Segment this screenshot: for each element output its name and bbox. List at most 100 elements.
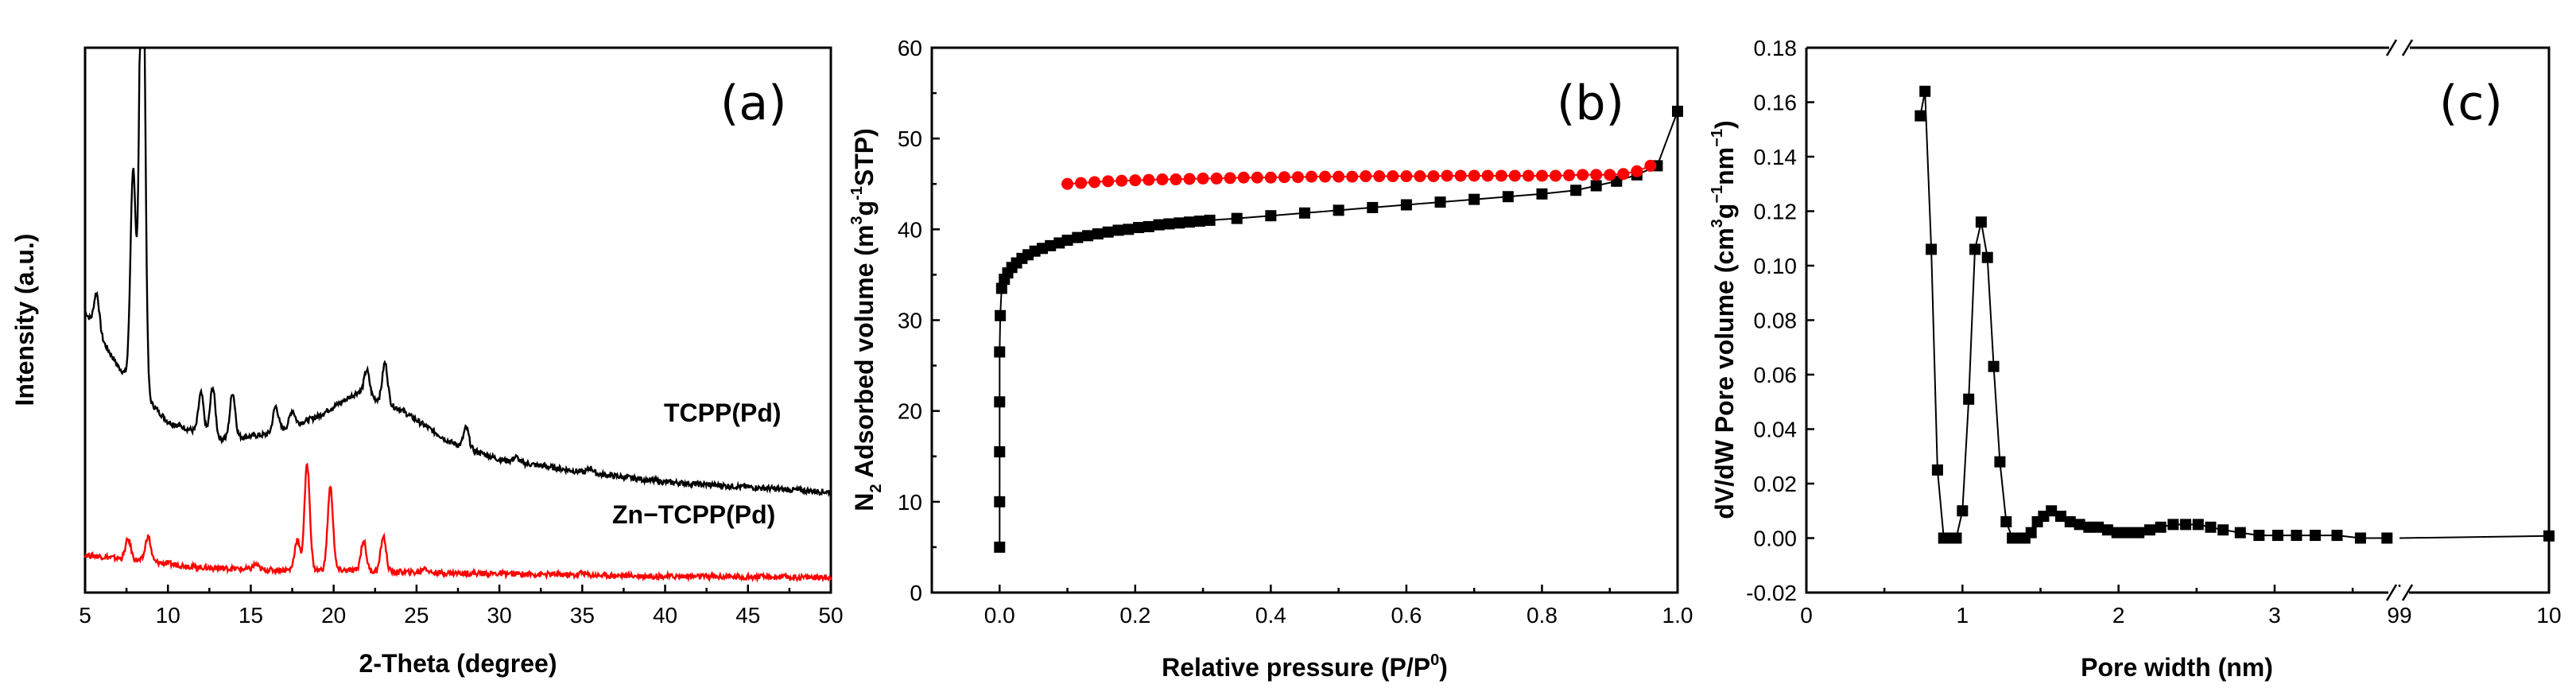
pore-point	[1988, 360, 2000, 372]
isotherm-point-adsorption	[1112, 224, 1124, 236]
panel-a-x-ticks: 5 10 15 20 25 30 35 40 45 50	[79, 585, 844, 628]
pore-point	[2122, 527, 2134, 538]
isotherm-point-adsorption	[1193, 216, 1205, 227]
isotherm-point-adsorption	[1333, 204, 1344, 216]
isotherm-point-desorption	[1210, 172, 1223, 185]
panel-c-ticks: 0 1 2 3 99 10 -0.02 0.00 0.02 0.04 0.06 0.08 0.10 0.1…	[1746, 36, 2561, 628]
isotherm-point-adsorption	[994, 446, 1006, 458]
panel-b-ylabel-sub: 2	[867, 484, 885, 493]
pore-point	[2234, 527, 2246, 538]
isotherm-line-desorption	[1067, 165, 1651, 185]
isotherm-point-desorption	[1061, 177, 1074, 190]
pore-point	[2000, 515, 2012, 527]
panel-c-x-tick-label: 0	[1800, 603, 1813, 628]
pore-point	[2167, 519, 2179, 531]
pore-point	[1950, 532, 1962, 544]
panel-b-xlabel-sup: 0	[1430, 651, 1439, 669]
isotherm-point-adsorption	[1153, 219, 1165, 231]
panel-c-x-tick-label-right: 99	[2387, 603, 2411, 628]
isotherm-point-adsorption	[1468, 193, 1480, 205]
isotherm-point-adsorption	[1092, 228, 1104, 240]
panel-c-ylabel-main: dV/dW Pore volume (cm	[1710, 227, 1739, 519]
pore-point-right	[2543, 530, 2555, 542]
isotherm-point-desorption	[1577, 169, 1589, 181]
isotherm-point-adsorption	[1231, 212, 1243, 224]
panel-b-x-tick-label: 0.8	[1527, 603, 1558, 628]
isotherm-point-desorption	[1170, 173, 1182, 186]
panel-c-frame	[1805, 46, 2551, 594]
isotherm-point-desorption	[1387, 170, 1399, 183]
series-label-zn-tcpp-pd: Zn−TCPP(Pd)	[612, 500, 775, 529]
isotherm-point-desorption	[1319, 170, 1332, 183]
isotherm-point-desorption	[1237, 171, 1250, 184]
isotherm-point-adsorption	[1072, 231, 1084, 243]
pore-point	[1957, 505, 1969, 517]
panel-c-x-tick-label: 2	[2112, 603, 2125, 628]
isotherm-point-desorption	[1563, 169, 1576, 181]
isotherm-point-adsorption	[994, 496, 1006, 507]
panel-b-x-tick-label: 1.0	[1662, 603, 1693, 628]
pore-line	[1919, 91, 2388, 539]
panel-a-x-tick-label: 40	[653, 603, 677, 628]
isotherm-point-desorption	[1143, 173, 1155, 186]
isotherm-point-desorption	[1115, 174, 1128, 187]
isotherm-point-adsorption	[1536, 188, 1548, 200]
panel-c-y-tick-label: 0.02	[1754, 472, 1798, 496]
isotherm-point-desorption	[1333, 170, 1345, 183]
isotherm-point-adsorption	[995, 282, 1007, 294]
axis-break-mark-bottom-1	[2385, 584, 2398, 601]
isotherm-point-desorption	[1427, 170, 1440, 183]
panel-c-ylabel-sup3: −1	[1709, 129, 1726, 147]
isotherm-point-desorption	[1183, 173, 1196, 185]
isotherm-point-desorption	[1278, 171, 1290, 184]
panel-b-ylabel-mid: Adsorbed volume (m	[850, 225, 879, 484]
panel-a-x-tick-label: 30	[487, 603, 512, 628]
panel-c-x-axis-label: Pore width (nm)	[2081, 653, 2273, 682]
pore-point	[2354, 532, 2366, 544]
panel-c-ylabel-sup2: −1	[1709, 185, 1726, 204]
isotherm-point-adsorption	[1590, 180, 1602, 192]
panel-a-x-tick-label: 20	[321, 603, 346, 628]
isotherm-point-desorption	[1346, 170, 1359, 183]
pore-point	[1919, 85, 1931, 97]
isotherm-point-adsorption	[1570, 185, 1582, 196]
pore-point	[2309, 530, 2321, 542]
pore-point	[1969, 243, 1981, 255]
panel-b-xlabel-main: Relative pressure (P/P	[1162, 653, 1430, 682]
isotherm-point-desorption	[1631, 165, 1643, 177]
isotherm-point-desorption	[1156, 173, 1169, 186]
panel-b-ylabel-n: N	[850, 493, 879, 511]
pore-point	[2271, 530, 2283, 542]
isotherm-point-adsorption	[994, 346, 1006, 358]
isotherm-point-adsorption	[995, 309, 1007, 321]
panel-a-x-axis-label: 2-Theta (degree)	[359, 649, 557, 678]
panel-c-ylabel-sup1: 3	[1709, 219, 1726, 227]
isotherm-point-adsorption	[1184, 216, 1196, 228]
isotherm-point-desorption	[1129, 174, 1142, 187]
isotherm-point-desorption	[1224, 172, 1236, 185]
panel-a-xrd: 5 10 15 20 25 30 35 40 45 50 (a) TCPP(Pd) Zn−TCPP…	[10, 46, 844, 678]
isotherm-point-desorption	[1617, 168, 1630, 181]
isotherm-point-desorption	[1264, 171, 1277, 184]
panel-c-y-axis-label: dV/dW Pore volume (cm3g−1nm−1)	[1709, 120, 1739, 519]
pore-point	[2331, 530, 2343, 542]
panel-c-y-tick-label: 0.08	[1754, 309, 1798, 333]
panel-c-label: (c)	[2439, 76, 2503, 131]
panel-b-ticks: 0.0 0.2 0.4 0.6 0.8 1.0 0 10 20 30 40 50 60	[898, 36, 1693, 628]
isotherm-point-desorption	[1495, 169, 1507, 182]
pore-point	[1931, 464, 1943, 476]
isotherm-point-adsorption	[1143, 220, 1154, 232]
panel-c-x-tick-label: 1	[1957, 603, 1969, 628]
isotherm-point-adsorption	[1265, 210, 1277, 222]
pore-line-right	[2399, 535, 2550, 539]
panel-b-x-axis-label: Relative pressure (P/P0)	[1162, 651, 1448, 682]
pore-point	[2083, 521, 2095, 533]
pore-point	[1915, 110, 1926, 122]
isotherm-point-desorption	[1305, 170, 1318, 183]
pore-point	[2025, 527, 2037, 538]
panel-a-x-tick-label: 15	[239, 603, 263, 628]
panel-b-y-tick-label: 10	[898, 490, 922, 515]
panel-b-ylabel-g: g	[850, 200, 879, 216]
isotherm-point-adsorption	[1102, 226, 1114, 238]
